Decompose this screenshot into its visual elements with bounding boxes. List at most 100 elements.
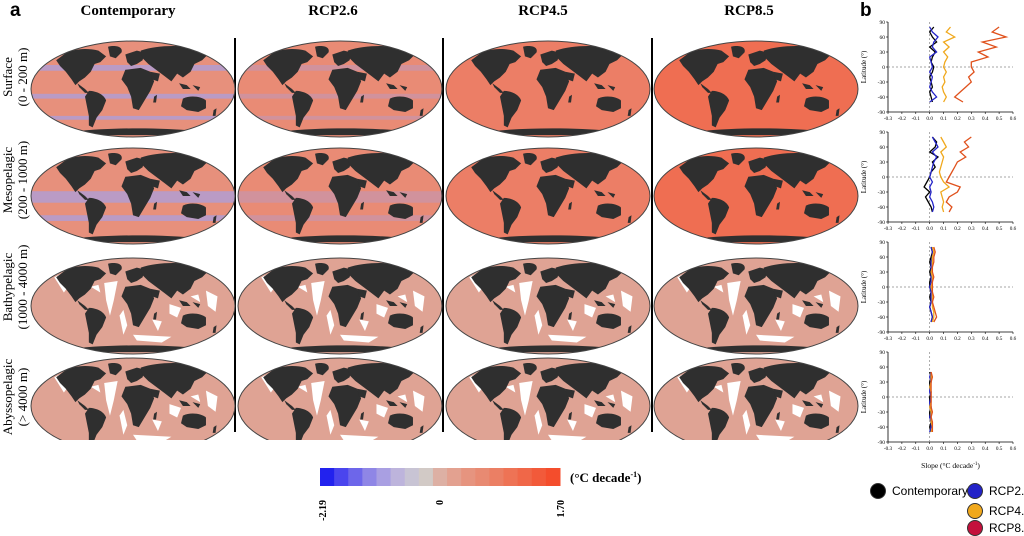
- x-tick-label: 0.2: [954, 336, 961, 342]
- legend-label: RCP4.5: [989, 504, 1024, 518]
- latitude-profile-chart: 90 60 30 0 -30 -60 -90-0.3 -0.2 -0.1 0.0 0.1 0.2 0.3…: [860, 130, 1017, 232]
- series-line-rcp85: [930, 371, 934, 432]
- y-tick-label: -30: [878, 410, 886, 416]
- legend-item-rcp45: RCP4.5: [967, 503, 1024, 519]
- colorbar-cell: [376, 468, 392, 486]
- colorbar-cell: [517, 468, 533, 486]
- x-tick-label: 0.4: [982, 226, 989, 232]
- legend-item-rcp85: RCP8.5: [967, 520, 1024, 536]
- x-tick-label: 0.2: [954, 116, 961, 122]
- column-separator: [442, 38, 444, 432]
- series-line-rcp85: [953, 26, 1009, 103]
- series-line-rcp26: [929, 136, 939, 213]
- y-tick-label: -90: [878, 330, 886, 336]
- series-line-rcp85: [931, 246, 938, 323]
- y-tick-label: 0: [882, 285, 885, 291]
- colorbar-cell: [348, 468, 363, 486]
- x-tick-label: 0.6: [1010, 116, 1017, 122]
- y-axis-label: Latitude (°): [860, 50, 868, 83]
- x-tick-label: -0.1: [912, 226, 921, 232]
- legend-label: RCP2.6: [989, 484, 1024, 498]
- colorbar-unit: (°C decade-1): [570, 470, 641, 485]
- column-header-rcp45: RCP4.5: [518, 3, 568, 19]
- colorbar-unit-sup: -1: [630, 470, 637, 479]
- latitude-profile-chart: 90 60 30 0 -30 -60 -90-0.3 -0.2 -0.1 0.0 0.1 0.2 0.3…: [860, 20, 1017, 122]
- colorbar-cell: [545, 468, 561, 486]
- world-map: [30, 147, 236, 245]
- x-tick-label: 0.3: [968, 446, 975, 452]
- x-tick-label: 0.1: [940, 446, 947, 452]
- world-map: [653, 257, 859, 355]
- x-tick-label: -0.2: [898, 226, 907, 232]
- colorbar-gradient: [320, 468, 561, 486]
- y-tick-label: 30: [880, 160, 886, 166]
- colorbar-cell: [334, 468, 349, 486]
- y-tick-label: 60: [880, 255, 886, 261]
- x-tick-label: -0.3: [884, 336, 893, 342]
- y-tick-label: -60: [878, 315, 886, 321]
- world-map: [653, 147, 859, 245]
- y-axis-label: Latitude (°): [860, 270, 868, 303]
- y-tick-label: 30: [880, 270, 886, 276]
- y-tick-label: -60: [878, 425, 886, 431]
- legend-dot-icon: [870, 483, 886, 499]
- y-tick-label: 90: [880, 130, 886, 136]
- y-tick-label: 60: [880, 145, 886, 151]
- y-tick-label: 0: [882, 395, 885, 401]
- x-tick-label: 0.6: [1010, 336, 1017, 342]
- panel-b-label: b: [860, 0, 872, 21]
- x-tick-label: 0.4: [982, 336, 989, 342]
- map-grid: [30, 40, 859, 440]
- world-map: [237, 357, 443, 440]
- x-tick-label: 0.1: [940, 116, 947, 122]
- colorbar-unit-close: ): [637, 470, 641, 485]
- latitude-profile-chart: 90 60 30 0 -30 -60 -90-0.3 -0.2 -0.1 0.0 0.1 0.2 0.3…: [860, 350, 1017, 452]
- y-tick-label: 90: [880, 350, 886, 356]
- world-map: [653, 40, 859, 138]
- series-line-rcp45: [938, 136, 951, 213]
- x-tick-label: -0.2: [898, 116, 907, 122]
- x-tick-label: -0.3: [884, 446, 893, 452]
- y-tick-label: 90: [880, 20, 886, 26]
- y-tick-label: -90: [878, 220, 886, 226]
- colorbar-cell: [475, 468, 490, 486]
- series-line-contemporary: [928, 26, 938, 103]
- colorbar-cell: [390, 468, 406, 486]
- series-line-rcp45: [941, 26, 957, 103]
- colorbar-mid-label: 0: [435, 500, 446, 505]
- legend-item-contemporary: Contemporary: [870, 483, 968, 499]
- y-tick-label: -90: [878, 440, 886, 446]
- world-map: [445, 357, 651, 440]
- world-map: [445, 147, 651, 245]
- legend-dot-icon: [967, 520, 983, 536]
- world-map: [237, 257, 443, 355]
- y-tick-label: -60: [878, 95, 886, 101]
- legend-label: Contemporary: [892, 484, 969, 498]
- colorbar-cell: [531, 468, 547, 486]
- x-tick-label: 0.2: [954, 446, 961, 452]
- y-tick-label: 0: [882, 175, 885, 181]
- x-tick-label: -0.1: [912, 336, 921, 342]
- series-line-rcp85: [945, 136, 972, 213]
- x-tick-label: 0.3: [968, 336, 975, 342]
- x-tick-label: 0.4: [982, 116, 989, 122]
- x-tick-label: -0.2: [898, 446, 907, 452]
- x-tick-label: -0.3: [884, 116, 893, 122]
- world-map: [237, 147, 443, 245]
- x-tick-label: 0.5: [996, 116, 1003, 122]
- colorbar-cell: [489, 468, 505, 486]
- y-tick-label: 60: [880, 365, 886, 371]
- y-tick-label: -60: [878, 205, 886, 211]
- x-tick-label: 0.4: [982, 446, 989, 452]
- series-line-rcp26: [928, 26, 939, 103]
- world-map: [445, 257, 651, 355]
- column-separator: [234, 38, 236, 432]
- panel-a-label: a: [10, 0, 21, 21]
- y-tick-label: 90: [880, 240, 886, 246]
- colorbar-cell: [362, 468, 377, 486]
- world-map: [653, 357, 859, 440]
- world-map: [445, 40, 651, 138]
- x-tick-label: 0.2: [954, 226, 961, 232]
- x-tick-label: 0.3: [968, 226, 975, 232]
